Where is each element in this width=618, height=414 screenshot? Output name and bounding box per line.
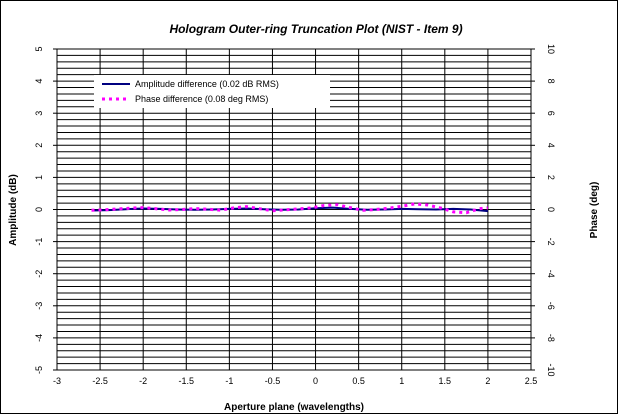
legend: Amplitude difference (0.02 dB RMS) Phase… xyxy=(94,75,330,108)
y-left-tick-label: 1 xyxy=(34,175,44,180)
y-right-tick-label: 2 xyxy=(546,175,556,180)
y-right-tick-label: 10 xyxy=(546,44,556,54)
y-left-tick-label: -2 xyxy=(34,270,44,278)
x-tick-label: 0.5 xyxy=(352,376,365,386)
y-right-tick-label: -6 xyxy=(546,302,556,310)
y-left-tick-label: -1 xyxy=(34,238,44,246)
legend-label-amplitude: Amplitude difference (0.02 dB RMS) xyxy=(135,79,279,89)
series-line-amplitude xyxy=(91,206,488,213)
x-tick-label: -1.5 xyxy=(179,376,195,386)
x-tick-label: 2.5 xyxy=(525,376,538,386)
x-tick-label: 0 xyxy=(313,376,318,386)
chart-title: Hologram Outer-ring Truncation Plot (NIS… xyxy=(169,22,462,36)
y-axis-right-label: Phase (deg) xyxy=(589,182,600,239)
legend-label-phase: Phase difference (0.08 deg RMS) xyxy=(135,94,268,104)
y-left-tick-label: -4 xyxy=(34,334,44,342)
x-tick-label: -1 xyxy=(225,376,233,386)
x-tick-label: 1.5 xyxy=(439,376,452,386)
y-right-tick-label: -10 xyxy=(546,363,556,376)
x-tick-label: -0.5 xyxy=(265,376,281,386)
x-axis-label: Aperture plane (wavelengths) xyxy=(224,402,364,413)
x-tick-label: -3 xyxy=(53,376,61,386)
y-left-tick-label: 3 xyxy=(34,111,44,116)
y-left-tick-label: -5 xyxy=(34,366,44,374)
x-tick-label: 1 xyxy=(399,376,404,386)
y-right-tick-label: 0 xyxy=(546,207,556,212)
y-right-tick-label: -4 xyxy=(546,270,556,278)
series-line-phase xyxy=(91,202,489,215)
x-tick-label: -2 xyxy=(139,376,147,386)
y-right-tick-label: 8 xyxy=(546,79,556,84)
y-left-tick-label: -3 xyxy=(34,302,44,310)
y-left-tick-label: 5 xyxy=(34,46,44,51)
y-left-tick-label: 0 xyxy=(34,207,44,212)
y-right-tick-label: 6 xyxy=(546,111,556,116)
x-tick-label: 2 xyxy=(485,376,490,386)
y-right-tick-label: -2 xyxy=(546,238,556,246)
y-axis-left-label: Amplitude (dB) xyxy=(8,174,19,246)
y-left-tick-label: 4 xyxy=(34,79,44,84)
x-tick-label: -2.5 xyxy=(92,376,108,386)
legend-box xyxy=(94,75,330,108)
series-layer xyxy=(91,202,489,215)
y-left-tick-label: 2 xyxy=(34,143,44,148)
axis-ticks: -3 -2.5 -2 -1.5 -1 -0.5 0 0.5 1 1.5 2 2.5 -5 -4 -3 -2 -1… xyxy=(34,44,556,386)
y-right-tick-label: -8 xyxy=(546,334,556,342)
y-right-tick-label: 4 xyxy=(546,143,556,148)
